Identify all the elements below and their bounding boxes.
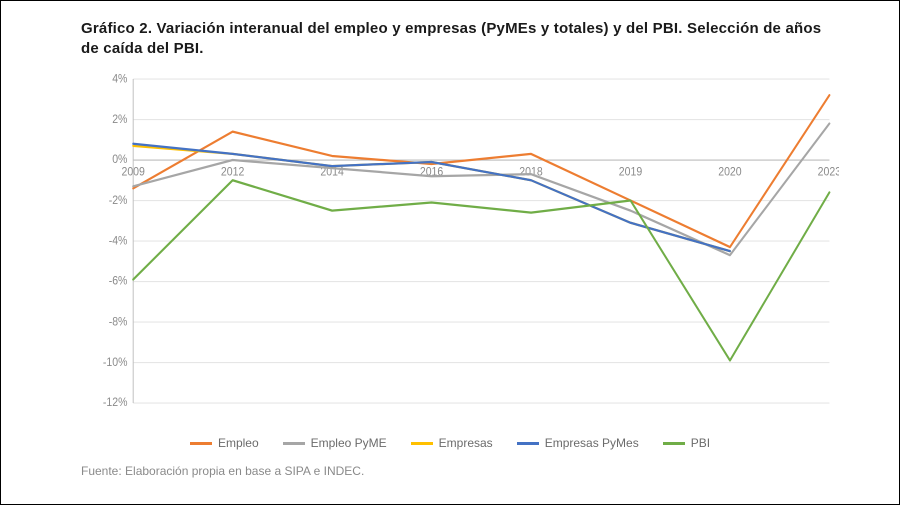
chart-container: Gráfico 2. Variación interanual del empl… [0, 0, 900, 505]
svg-text:2%: 2% [112, 113, 127, 126]
legend-item: PBI [663, 436, 710, 450]
line-chart-svg: 4%2%0%-2%-4%-6%-8%-10%-12%20092012201420… [91, 70, 839, 430]
svg-text:4%: 4% [112, 73, 127, 86]
legend-item: Empleo PyME [283, 436, 387, 450]
svg-text:-12%: -12% [103, 397, 128, 410]
legend-swatch [411, 442, 433, 445]
legend-label: Empleo PyME [311, 436, 387, 450]
legend-item: Empleo [190, 436, 259, 450]
svg-text:0%: 0% [112, 154, 127, 167]
legend-swatch [283, 442, 305, 445]
svg-text:-2%: -2% [109, 194, 128, 207]
svg-text:2019: 2019 [619, 166, 642, 179]
svg-text:2023: 2023 [818, 166, 839, 179]
legend-item: Empresas PyMes [517, 436, 639, 450]
svg-text:2020: 2020 [718, 166, 741, 179]
source-text: Fuente: Elaboración propia en base a SIP… [81, 464, 859, 478]
svg-text:2012: 2012 [221, 166, 244, 179]
svg-text:-4%: -4% [109, 235, 128, 248]
plot-area: 4%2%0%-2%-4%-6%-8%-10%-12%20092012201420… [91, 70, 839, 430]
svg-text:-10%: -10% [103, 356, 128, 369]
svg-text:-8%: -8% [109, 316, 128, 329]
svg-text:-6%: -6% [109, 275, 128, 288]
legend-label: Empleo [218, 436, 259, 450]
legend-label: Empresas [439, 436, 493, 450]
legend-swatch [190, 442, 212, 445]
legend-label: Empresas PyMes [545, 436, 639, 450]
legend-swatch [663, 442, 685, 445]
chart-title: Gráfico 2. Variación interanual del empl… [81, 19, 839, 58]
legend-item: Empresas [411, 436, 493, 450]
legend-swatch [517, 442, 539, 445]
legend-label: PBI [691, 436, 710, 450]
legend: Empleo Empleo PyME Empresas Empresas PyMes P… [41, 436, 859, 450]
